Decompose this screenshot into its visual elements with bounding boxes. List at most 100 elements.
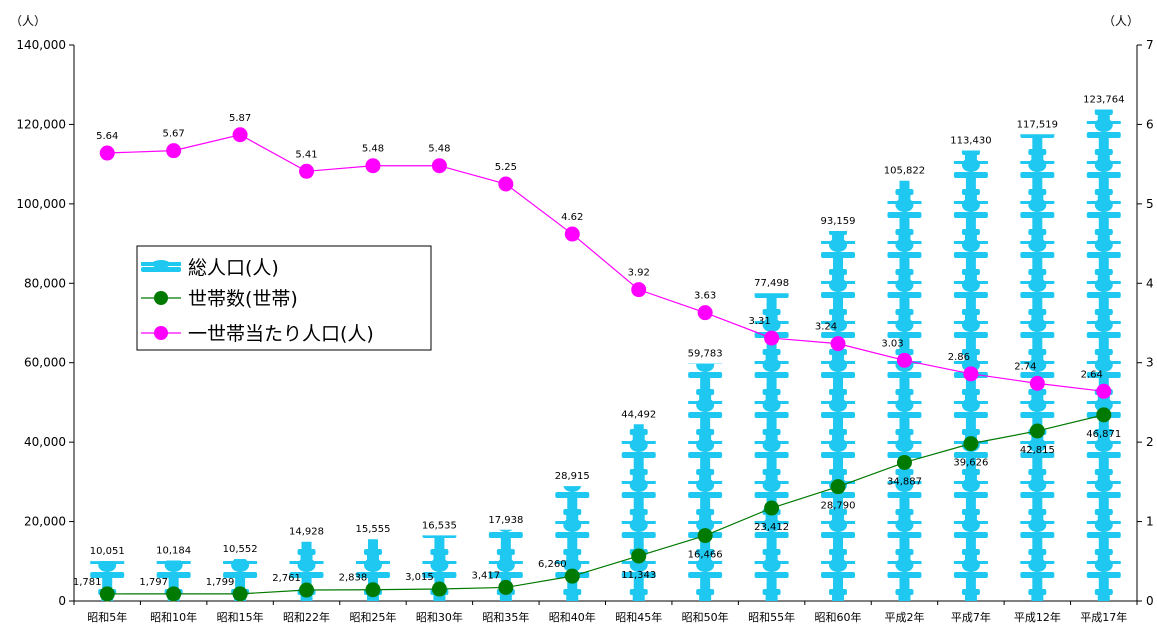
households-point xyxy=(963,436,979,452)
left-tick-label: 120,000 xyxy=(16,117,66,131)
households-value-label: 34,887 xyxy=(887,476,922,487)
x-tick-label: 昭和30年 xyxy=(416,610,463,624)
population-bar xyxy=(1086,109,1121,602)
persons-per-household-point xyxy=(764,330,780,346)
persons-per-household-value-label: 5.67 xyxy=(163,129,185,140)
persons-per-household-value-label: 2.64 xyxy=(1081,369,1103,380)
population-value-label: 17,938 xyxy=(488,515,523,526)
population-value-label: 15,555 xyxy=(355,524,390,535)
persons-per-household-value-label: 5.87 xyxy=(229,113,251,124)
persons-per-household-value-label: 5.48 xyxy=(428,144,450,155)
left-axis-unit: （人） xyxy=(10,14,46,28)
households-value-label: 42,815 xyxy=(1020,445,1055,456)
population-value-label: 105,822 xyxy=(884,166,925,177)
x-tick-label: 昭和15年 xyxy=(217,610,264,624)
households-point xyxy=(299,582,315,598)
population-value-label: 28,915 xyxy=(555,471,590,482)
persons-per-household-value-label: 3.92 xyxy=(628,268,650,279)
persons-per-household-point xyxy=(431,158,447,174)
legend-label-population: 総人口(人) xyxy=(188,257,279,279)
left-tick-label: 40,000 xyxy=(24,435,66,449)
population-value-label: 16,535 xyxy=(422,520,457,531)
x-tick-label: 平成12年 xyxy=(1014,610,1061,624)
right-tick-label: 1 xyxy=(1146,515,1154,529)
persons-per-household-point xyxy=(631,282,647,298)
persons-per-household-point xyxy=(166,143,182,159)
x-tick-label: 平成7年 xyxy=(951,610,991,624)
x-tick-label: 昭和22年 xyxy=(283,610,330,624)
persons-per-household-value-label: 2.86 xyxy=(948,352,970,363)
households-point xyxy=(1096,407,1112,423)
population-value-label: 77,498 xyxy=(754,278,789,289)
right-tick-label: 7 xyxy=(1146,38,1154,52)
households-value-label: 16,466 xyxy=(688,550,723,561)
population-bar xyxy=(953,150,988,602)
population-bar xyxy=(754,293,789,601)
households-point xyxy=(830,479,846,495)
legend-label-households: 世帯数(世帯) xyxy=(188,288,298,310)
households-value-label: 1,799 xyxy=(206,577,235,588)
population-value-label: 123,764 xyxy=(1083,94,1124,105)
right-tick-label: 4 xyxy=(1146,276,1154,290)
persons-per-household-value-label: 4.62 xyxy=(561,212,583,223)
x-tick-label: 昭和40年 xyxy=(549,610,596,624)
persons-per-household-point xyxy=(830,336,846,352)
axes: 0 20,000 40,000 60,000 80,000 100,000 120,000 1… xyxy=(16,38,1153,624)
x-tick-label: 昭和35年 xyxy=(482,610,529,624)
population-value-label: 10,051 xyxy=(90,546,125,557)
households-value-label: 46,871 xyxy=(1086,429,1121,440)
households-value-label: 39,626 xyxy=(953,458,988,469)
households-point xyxy=(431,581,447,597)
households-point xyxy=(232,586,248,602)
persons-per-household-point xyxy=(1029,375,1045,391)
households-value-label: 2,761 xyxy=(272,573,301,584)
data-labels: 10,051 10,184 10,552 14,928 15,555 16,535 17,9… xyxy=(73,94,1125,587)
x-tick-label: 昭和55年 xyxy=(748,610,795,624)
persons-per-household-point xyxy=(232,127,248,143)
population-value-label: 117,519 xyxy=(1017,119,1058,130)
right-axis-unit: （人） xyxy=(1103,14,1139,28)
person-icon xyxy=(141,260,181,272)
persons-per-household-point xyxy=(963,366,979,382)
persons-per-household-point xyxy=(498,176,514,192)
left-tick-label: 0 xyxy=(58,594,66,608)
legend-item-population: 総人口(人) xyxy=(141,257,279,279)
persons-per-household-value-label: 5.25 xyxy=(495,162,517,173)
left-tick-label: 100,000 xyxy=(16,197,66,211)
households-point xyxy=(166,586,182,602)
x-tick-label: 昭和25年 xyxy=(349,610,396,624)
x-tick-label: 平成17年 xyxy=(1080,610,1127,624)
population-value-label: 14,928 xyxy=(289,527,324,538)
population-value-label: 10,184 xyxy=(156,546,191,557)
right-tick-label: 5 xyxy=(1146,197,1154,211)
households-point xyxy=(631,548,647,564)
x-tick-label: 昭和60年 xyxy=(815,610,862,624)
left-tick-label: 20,000 xyxy=(24,515,66,529)
households-point xyxy=(1029,423,1045,439)
population-value-label: 113,430 xyxy=(950,136,991,147)
persons-per-household-point xyxy=(99,145,115,161)
x-tick-label: 昭和45年 xyxy=(615,610,662,624)
households-point xyxy=(564,568,580,584)
persons-per-household-value-label: 5.41 xyxy=(295,149,317,160)
persons-per-household-point xyxy=(697,305,713,321)
households-value-label: 3,015 xyxy=(405,572,434,583)
households-point xyxy=(498,579,514,595)
households-value-label: 28,790 xyxy=(821,501,856,512)
households-line xyxy=(107,414,1104,595)
households-value-label: 1,797 xyxy=(139,577,168,588)
households-point xyxy=(896,454,912,470)
legend-item-persons-per-household: 一世帯当たり人口(人) xyxy=(141,323,374,345)
households-value-label: 6,260 xyxy=(538,559,567,570)
persons-per-household-point xyxy=(896,352,912,368)
households-point xyxy=(764,500,780,516)
households-point xyxy=(99,586,115,602)
left-tick-label: 80,000 xyxy=(24,276,66,290)
population-value-label: 10,552 xyxy=(223,544,258,555)
left-tick-label: 60,000 xyxy=(24,356,66,370)
legend-label-persons-per-household: 一世帯当たり人口(人) xyxy=(188,323,374,345)
magenta-dot-icon xyxy=(154,326,168,340)
households-value-label: 2,838 xyxy=(339,573,368,584)
x-tick-label: 平成2年 xyxy=(884,610,924,624)
